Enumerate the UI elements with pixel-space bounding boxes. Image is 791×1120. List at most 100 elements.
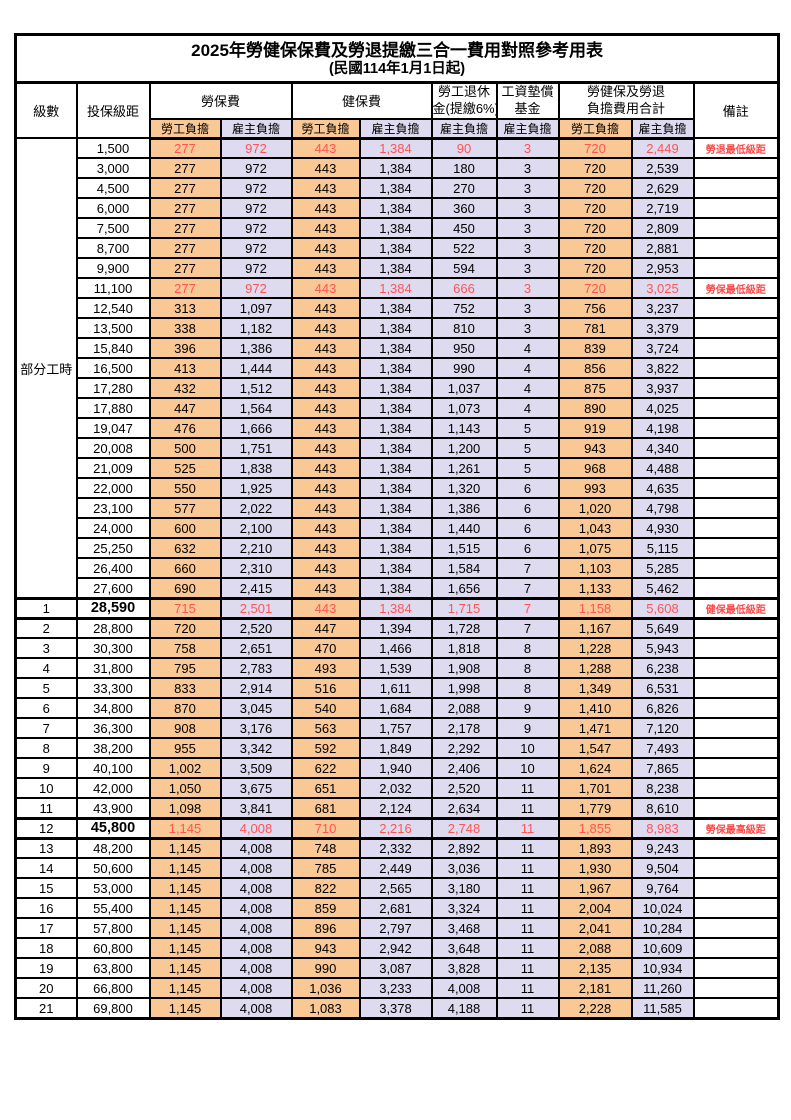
health-employee-cell: 443 [290,357,361,380]
health-employer-cell: 1,384 [358,557,433,580]
total-employer-cell: 4,198 [630,417,695,440]
table-row: 6 34,800 870 3,045 540 1,684 2,088 9 1,410 6,826 [14,697,780,720]
health-employee-cell: 443 [290,217,361,240]
salary-cell: 33,300 [75,677,151,700]
remark-cell [692,737,780,760]
labor-employer-cell: 1,097 [219,297,293,320]
labor-employee-cell: 577 [148,497,222,520]
salary-cell: 4,500 [75,177,151,200]
table-row: 9 40,100 1,002 3,509 622 1,940 2,406 10 1,624 7,8… [14,757,780,780]
labor-employer-cell: 4,008 [219,917,293,940]
remark-cell [692,637,780,660]
wage-fund-cell: 11 [495,917,560,940]
total-employee-cell: 1,167 [557,617,633,640]
remark-cell [692,357,780,380]
table-row: 9,900 277 972 443 1,384 594 3 720 2,953 [16,257,780,280]
labor-employee-cell: 277 [148,177,222,200]
table-row: 10 42,000 1,050 3,675 651 2,032 2,520 11 1,701 8,… [14,777,780,800]
salary-cell: 45,800 [75,816,151,840]
total-employer-cell: 4,488 [630,457,695,480]
pension-employer-cell: 1,037 [430,377,498,400]
wage-fund-cell: 3 [495,197,560,220]
labor-employer-cell: 972 [219,257,293,280]
table-row: 3,000 277 972 443 1,384 180 3 720 2,539 [16,157,780,180]
remark-cell [692,757,780,780]
remark-cell [692,497,780,520]
labor-employer-cell: 1,512 [219,377,293,400]
title-row: 2025年勞健保保費及勞退提繳三合一費用對照參考用表 (民國114年1月1日起) [14,33,780,84]
total-employer-cell: 5,943 [630,637,695,660]
table-row: 24,000 600 2,100 443 1,384 1,440 6 1,043 4,930 [16,517,780,540]
total-employee-cell: 1,288 [557,657,633,680]
remark-cell [692,337,780,360]
remark-cell [692,837,780,860]
salary-cell: 25,250 [75,537,151,560]
labor-employee-cell: 396 [148,337,222,360]
page-subtitle: (民國114年1月1日起) [328,61,466,78]
salary-cell: 66,800 [75,977,151,1000]
remark-cell [692,997,780,1020]
wage-fund-cell: 11 [495,957,560,980]
labor-employee-cell: 1,145 [148,837,222,860]
wage-fund-cell: 3 [495,317,560,340]
health-employer-cell: 1,384 [358,577,433,600]
health-employer-cell: 1,384 [358,417,433,440]
pension-employer-cell: 3,180 [430,877,498,900]
pension-employer-cell: 1,818 [430,637,498,660]
health-employer-cell: 1,384 [358,517,433,540]
health-employer-cell: 1,849 [358,737,433,760]
remark-cell [692,237,780,260]
total-employer-cell: 2,539 [630,157,695,180]
wage-fund-cell: 3 [495,217,560,240]
pension-employer-cell: 1,200 [430,437,498,460]
table-row: 5 33,300 833 2,914 516 1,611 1,998 8 1,349 6,531 [14,677,780,700]
health-employer-cell: 1,940 [358,757,433,780]
wage-fund-cell: 4 [495,337,560,360]
header-fund-employer: 雇主負擔 [495,117,560,140]
total-employee-cell: 1,158 [557,596,633,620]
health-employee-cell: 443 [290,397,361,420]
pension-employer-cell: 594 [430,257,498,280]
pension-employer-cell: 3,468 [430,917,498,940]
labor-employee-cell: 476 [148,417,222,440]
remark-cell [692,857,780,880]
total-employer-cell: 4,930 [630,517,695,540]
table-row: 12,540 313 1,097 443 1,384 752 3 756 3,237 [16,297,780,320]
health-employee-cell: 592 [290,737,361,760]
health-employer-cell: 2,332 [358,837,433,860]
total-employer-cell: 5,608 [630,596,695,620]
health-employer-cell: 1,384 [358,437,433,460]
level-cell: 20 [14,977,78,1000]
labor-employer-cell: 972 [219,177,293,200]
total-employer-cell: 4,340 [630,437,695,460]
labor-employee-cell: 277 [148,197,222,220]
salary-cell: 69,800 [75,997,151,1020]
level-cell: 8 [14,737,78,760]
header-total-line1: 勞健保及勞退 [586,84,665,99]
wage-fund-cell: 6 [495,537,560,560]
salary-cell: 6,000 [75,197,151,220]
health-employer-cell: 2,449 [358,857,433,880]
reference-sheet: 2025年勞健保保費及勞退提繳三合一費用對照參考用表 (民國114年1月1日起)… [14,33,781,1020]
salary-cell: 20,008 [75,437,151,460]
labor-employer-cell: 2,651 [219,637,293,660]
labor-employee-cell: 955 [148,737,222,760]
health-employee-cell: 710 [290,816,361,840]
header-remark: 備註 [692,81,780,140]
labor-employee-cell: 908 [148,717,222,740]
labor-employee-cell: 1,145 [148,816,222,840]
salary-cell: 9,900 [75,257,151,280]
wage-fund-cell: 11 [495,857,560,880]
health-employer-cell: 3,087 [358,957,433,980]
salary-cell: 55,400 [75,897,151,920]
health-employer-cell: 1,611 [358,677,433,700]
level-cell: 17 [14,917,78,940]
health-employer-cell: 1,384 [358,596,433,620]
health-employer-cell: 2,124 [358,797,433,820]
pension-employer-cell: 2,748 [430,816,498,840]
wage-fund-cell: 11 [495,797,560,820]
remark-cell [692,417,780,440]
labor-employer-cell: 3,841 [219,797,293,820]
wage-fund-cell: 5 [495,437,560,460]
pension-employer-cell: 1,515 [430,537,498,560]
